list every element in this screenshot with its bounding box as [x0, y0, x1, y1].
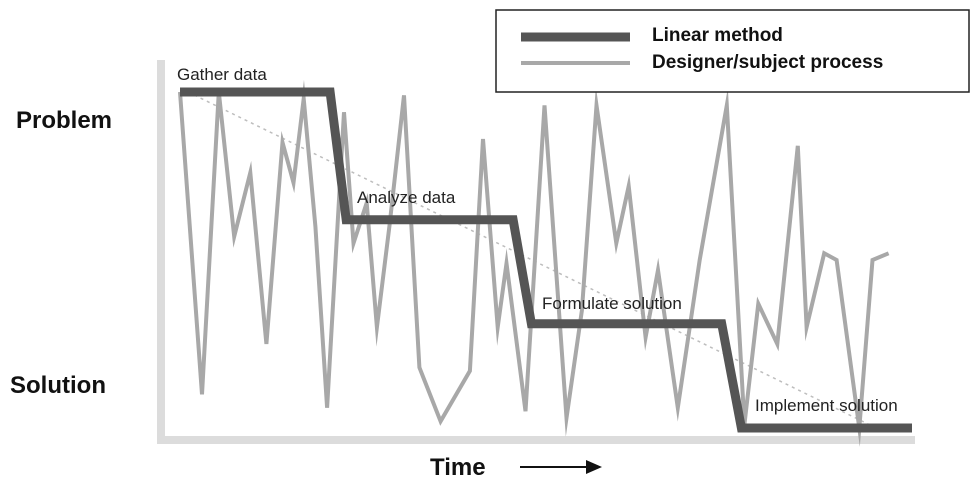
series-line-linear-method — [180, 87, 912, 433]
time-arrow-icon — [520, 460, 602, 474]
stage-label-analyze-data: Analyze data — [357, 188, 456, 207]
legend: Linear method Designer/subject process — [495, 9, 970, 93]
stage-label-implement-solution: Implement solution — [755, 396, 898, 415]
plot-frame — [157, 60, 915, 444]
y-bottom-label: Solution — [10, 372, 106, 399]
legend-label-linear-method: Linear method — [652, 25, 783, 46]
stage-label-gather-data: Gather data — [177, 65, 267, 84]
y-top-label: Problem — [16, 107, 112, 134]
x-axis-label: Time — [430, 454, 486, 481]
diagonal-guide — [187, 91, 871, 426]
legend-box — [495, 9, 970, 93]
stage-label-formulate-solution: Formulate solution — [542, 294, 682, 313]
legend-label-designer-subject-process: Designer/subject process — [652, 52, 883, 73]
series-line-designer-subject-process — [178, 79, 890, 447]
